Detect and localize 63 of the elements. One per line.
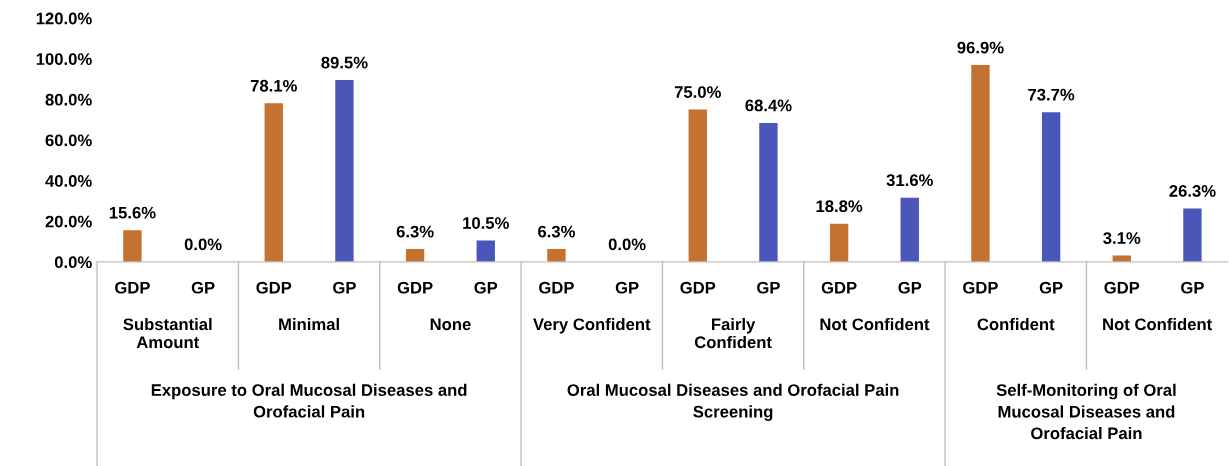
y-tick-label: 40.0% <box>45 175 92 187</box>
text: Fairly Confident <box>694 317 772 349</box>
y-tick-label: 60.0% <box>45 134 92 147</box>
text: Oral Mucosal Diseases and Orofacial Pain Screening <box>567 383 899 421</box>
text: Self-Monitoring of Oral Mucosal Diseases and Orofacial Pain <box>996 383 1176 440</box>
bar <box>405 249 425 262</box>
text: Minimal <box>279 317 339 331</box>
x-tick-label: GDP <box>821 281 857 294</box>
data-label: 18.8% <box>816 200 863 213</box>
bar <box>1183 208 1202 262</box>
bar <box>971 65 990 262</box>
text: Substantial Amount <box>123 317 212 349</box>
x-tick-label: GDP <box>680 281 716 294</box>
data-label: 3.1% <box>1103 232 1141 244</box>
bar <box>688 109 707 262</box>
bar <box>1041 112 1061 262</box>
bar <box>829 223 849 262</box>
bar <box>759 122 778 262</box>
x-tick-label: GDP <box>397 281 433 294</box>
x-tick-label: GP <box>615 281 639 294</box>
x-tick-label: GP <box>757 281 780 294</box>
bar <box>335 80 354 262</box>
data-label: 78.1% <box>250 79 297 92</box>
data-label: 96.9% <box>957 41 1004 54</box>
text: Exposure to Oral Mucosal Diseases and Orofacial Pain <box>151 383 467 418</box>
text: Very Confident <box>533 317 651 334</box>
data-label: 15.6% <box>109 206 156 219</box>
data-label: 89.5% <box>321 56 368 69</box>
y-tick-label: 0.0% <box>54 256 92 269</box>
data-label: 73.7% <box>1028 88 1075 101</box>
y-tick-label: 100.0% <box>36 53 92 65</box>
data-label: 31.6% <box>886 174 933 187</box>
text: Not Confident <box>820 317 930 331</box>
text: Confident <box>977 317 1055 331</box>
bar <box>123 230 142 262</box>
x-tick-label: GP <box>898 281 922 294</box>
x-tick-label: GDP <box>115 281 150 294</box>
data-label: 10.5% <box>463 217 509 229</box>
data-label: 6.3% <box>538 225 575 238</box>
x-tick-label: GDP <box>963 281 998 294</box>
bar <box>547 249 566 262</box>
text: Not Confident <box>1103 317 1212 331</box>
y-tick-label: 120.0% <box>36 12 92 25</box>
data-label: 68.4% <box>745 99 792 112</box>
data-label: 0.0% <box>608 238 646 251</box>
x-tick-label: GDP <box>256 281 292 294</box>
x-tick-label: GP <box>191 281 215 294</box>
data-label: 26.3% <box>1169 185 1216 197</box>
x-tick-label: GP <box>333 281 356 294</box>
x-tick-label: GP <box>1039 281 1063 294</box>
data-label: 6.3% <box>396 225 434 238</box>
bar <box>264 103 283 262</box>
bar <box>900 197 919 262</box>
x-tick-label: GP <box>474 281 498 294</box>
y-tick-label: 20.0% <box>45 215 92 228</box>
text: None <box>430 318 471 331</box>
y-tick-label: 80.0% <box>45 93 92 106</box>
x-tick-label: GP <box>1181 281 1204 294</box>
x-tick-label: GDP <box>1104 281 1140 294</box>
bar <box>476 240 495 262</box>
data-label: 0.0% <box>184 238 222 251</box>
x-tick-label: GDP <box>539 281 574 294</box>
data-label: 75.0% <box>674 86 721 98</box>
